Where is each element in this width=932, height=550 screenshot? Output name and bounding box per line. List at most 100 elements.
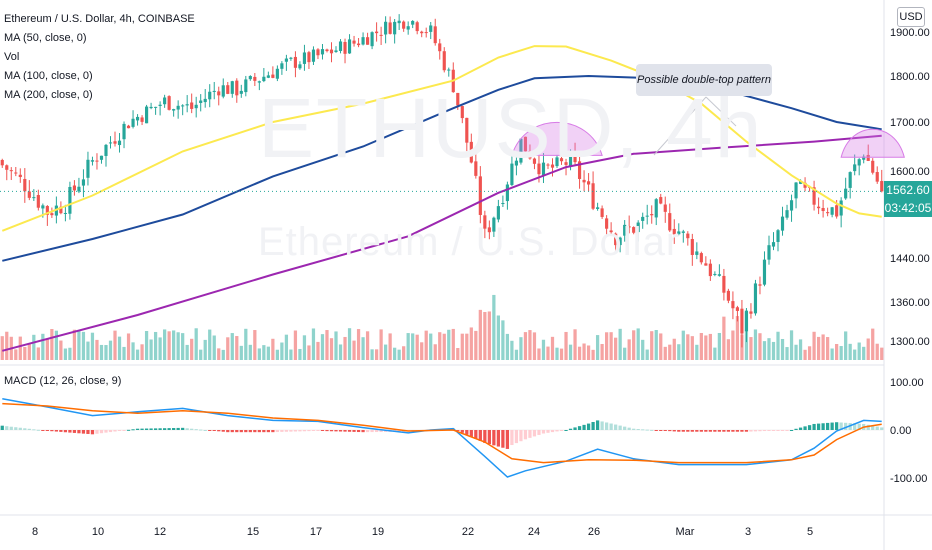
- candle-body: [641, 216, 645, 221]
- time-axis-label: Mar: [676, 526, 695, 538]
- candle-body: [257, 81, 261, 83]
- volume-bar: [244, 328, 248, 360]
- candle-body: [587, 181, 591, 185]
- volume-bar: [433, 344, 437, 360]
- volume-bar: [600, 343, 604, 360]
- macd-hist-bar: [780, 430, 785, 431]
- macd-hist-bar: [492, 430, 496, 446]
- ma50-legend[interactable]: MA (50, close, 0): [4, 32, 87, 44]
- volume-bar: [794, 344, 798, 360]
- candle-body: [690, 239, 694, 255]
- macd-hist-bar: [347, 430, 352, 432]
- macd-hist-bar: [803, 426, 807, 430]
- double-top-annotation[interactable]: Possible double-top pattern: [636, 64, 772, 96]
- volume-bar: [501, 320, 505, 360]
- macd-hist-bar: [181, 427, 185, 430]
- volume-bar: [167, 331, 171, 360]
- macd-hist-bar: [609, 423, 613, 430]
- time-axis-label: 19: [372, 526, 384, 538]
- volume-bar: [708, 333, 712, 360]
- volume-bar: [641, 339, 645, 360]
- macd-hist-bar: [54, 430, 59, 432]
- candle-body: [158, 104, 162, 106]
- macd-hist-bar: [672, 430, 676, 432]
- candle-body: [45, 206, 49, 215]
- volume-bar: [695, 344, 699, 360]
- macd-hist-bar: [577, 426, 582, 430]
- vol-legend[interactable]: Vol: [4, 51, 20, 63]
- macd-hist-bar: [460, 430, 464, 433]
- macd-hist-bar: [45, 430, 49, 431]
- macd-hist-bar: [726, 430, 731, 432]
- candle-body: [289, 57, 293, 59]
- macd-hist-bar: [208, 430, 212, 431]
- macd-hist-bar: [496, 430, 501, 447]
- macd-hist-bar: [104, 430, 108, 433]
- candle-body: [23, 178, 27, 192]
- macd-hist-bar: [140, 428, 144, 430]
- volume-bar: [239, 345, 243, 360]
- price-axis-label: 1600.00: [890, 166, 930, 178]
- volume-bar: [199, 349, 203, 360]
- macd-hist-bar: [59, 430, 63, 432]
- ma100-legend[interactable]: MA (100, close, 0): [4, 70, 93, 82]
- name-watermark: Ethereum / U.S. Dollar: [258, 220, 681, 264]
- macd-hist-bar: [212, 430, 216, 431]
- volume-bar: [86, 341, 90, 360]
- volume-bar: [311, 328, 316, 360]
- price-axis-label: 1700.00: [890, 117, 930, 129]
- candle-body: [713, 273, 717, 275]
- macd-hist-bar: [789, 430, 794, 431]
- time-axis-label: 3: [745, 526, 751, 538]
- candle-body: [104, 144, 108, 156]
- volume-bar: [803, 349, 807, 360]
- volume-bar: [221, 349, 225, 360]
- candle-body: [519, 138, 523, 163]
- candle-body: [402, 21, 406, 29]
- volume-bar: [347, 328, 352, 360]
- candle-body: [334, 50, 338, 53]
- macd-hist-bar: [235, 430, 239, 433]
- volume-bar: [726, 339, 731, 360]
- macd-hist-bar: [262, 430, 266, 433]
- macd-hist-bar: [253, 430, 257, 433]
- macd-hist-bar: [785, 430, 789, 431]
- macd-hist-bar: [681, 430, 685, 432]
- volume-bar: [402, 346, 406, 360]
- volume-bar: [325, 330, 329, 360]
- volume-bar: [36, 347, 40, 360]
- bar-countdown: 03:42:05: [884, 199, 932, 217]
- candle-body: [659, 197, 663, 204]
- signal-line: [2, 402, 882, 464]
- volume-bar: [465, 333, 469, 360]
- volume-bar: [550, 336, 555, 360]
- volume-bar: [749, 337, 753, 360]
- candle-body: [271, 74, 275, 78]
- volume-bar: [830, 348, 834, 360]
- macd-hist-bar: [794, 428, 798, 430]
- volume-bar: [880, 347, 884, 360]
- candle-body: [483, 215, 487, 229]
- macd-legend[interactable]: MACD (12, 26, close, 9): [4, 375, 122, 387]
- macd-hist-bar: [131, 429, 135, 431]
- macd-hist-bar: [23, 428, 27, 430]
- volume-bar: [18, 336, 22, 360]
- ma200-legend[interactable]: MA (200, close, 0): [4, 89, 93, 101]
- macd-hist-bar: [126, 429, 131, 431]
- time-axis-label: 17: [310, 526, 322, 538]
- macd-hist-bar: [816, 423, 821, 430]
- volume-bar: [266, 346, 270, 360]
- volume-bar: [383, 344, 388, 360]
- macd-hist-bar: [149, 428, 153, 430]
- macd-hist-bar: [36, 429, 40, 431]
- volume-bar: [352, 340, 356, 360]
- currency-button[interactable]: USD: [897, 7, 925, 27]
- macd-hist-bar: [564, 430, 568, 431]
- candle-body: [492, 217, 496, 232]
- macd-hist-bar: [199, 429, 203, 431]
- macd-hist-bar: [0, 425, 4, 430]
- volume-bar: [677, 344, 681, 360]
- volume-bar: [248, 344, 252, 360]
- candle-body: [27, 191, 31, 198]
